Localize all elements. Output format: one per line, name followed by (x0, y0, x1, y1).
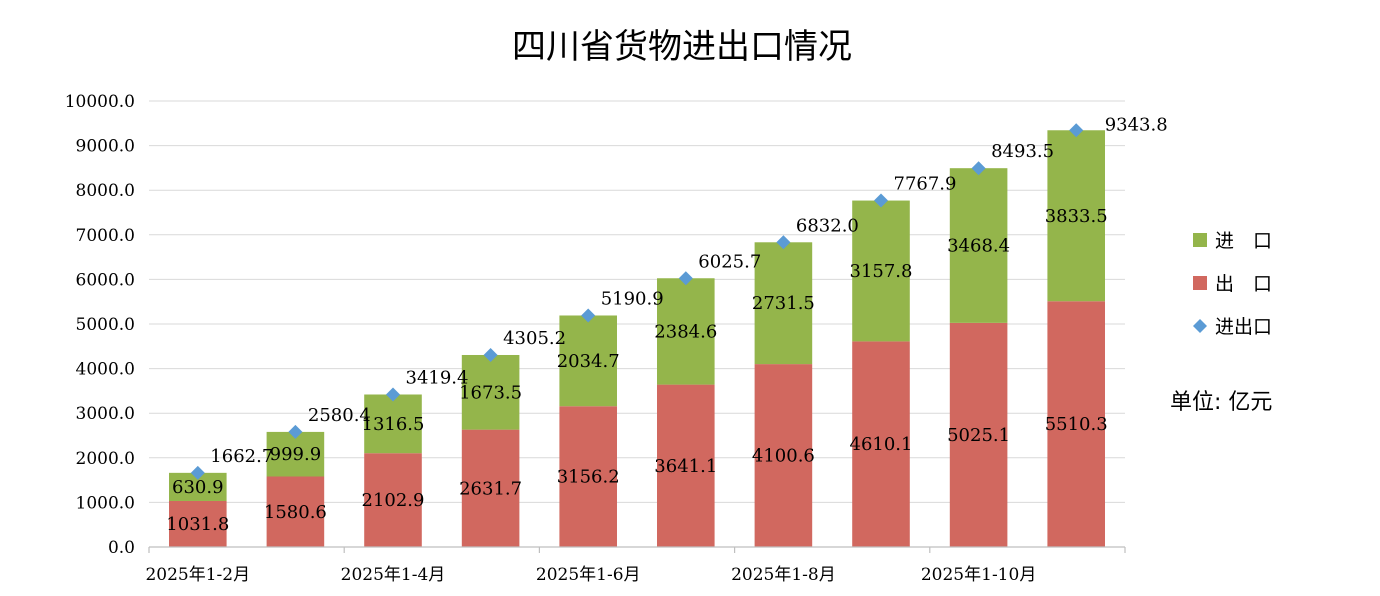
bar-import (754, 242, 813, 365)
marker-total (190, 465, 205, 480)
data-label-total: 2580.4 (308, 405, 371, 426)
data-label-total: 3419.4 (406, 367, 469, 388)
bar-import (364, 394, 422, 454)
marker-total (581, 308, 596, 323)
marker-total (1069, 123, 1084, 138)
legend-label: 出 口 (1215, 273, 1272, 295)
bar-export (169, 500, 227, 547)
marker-total (288, 424, 303, 439)
data-label-import: 2034.7 (557, 351, 620, 372)
bar-export (1047, 301, 1105, 547)
bar-export (754, 364, 813, 547)
bar-import (461, 354, 520, 430)
data-label-total: 1662.7 (210, 446, 273, 467)
marker-total (874, 193, 888, 208)
data-label-import: 3157.8 (850, 261, 913, 282)
y-tick-label: 1000.0 (76, 493, 135, 513)
y-tick-label: 2000.0 (76, 449, 135, 469)
data-label-import: 1316.5 (362, 414, 425, 435)
label-layer: 1031.8 630.9 1580.6 999.9 2102.9 1316.5 2631.7… (166, 114, 1167, 535)
x-tick-label: 2025年1-8月 (731, 565, 836, 585)
x-tick-label: 2025年1-4月 (341, 565, 446, 585)
legend-swatch-import (1193, 233, 1207, 247)
data-label-export: 4100.6 (752, 446, 815, 467)
data-label-total: 4305.2 (503, 328, 566, 349)
y-tick-label: 6000.0 (76, 270, 135, 290)
marker-total (971, 161, 986, 176)
data-label-import: 3468.4 (947, 236, 1010, 257)
x-tick-label: 2025年1-6月 (536, 565, 641, 585)
bar-import (266, 431, 325, 477)
bar-import (949, 168, 1008, 323)
data-label-export: 3156.2 (557, 467, 620, 488)
legend-label: 进 口 (1215, 230, 1272, 252)
y-tick-label: 7000.0 (76, 226, 135, 246)
bar-export (852, 341, 910, 547)
y-tick-label: 3000.0 (76, 404, 135, 424)
bar-export (266, 476, 325, 547)
bar-export (949, 322, 1008, 547)
bar-export (364, 453, 422, 547)
y-tick-label: 9000.0 (76, 137, 135, 157)
data-label-total: 8493.5 (991, 141, 1054, 162)
data-label-import: 2384.6 (654, 321, 717, 342)
data-label-export: 2102.9 (362, 490, 425, 511)
data-label-import: 630.9 (172, 477, 224, 498)
legend-label: 进出口 (1215, 316, 1272, 338)
chart-title: 四川省货物进出口情况 (512, 27, 852, 67)
data-label-total: 6832.0 (796, 215, 859, 236)
data-label-export: 2631.7 (459, 478, 522, 499)
bar-import (852, 200, 910, 342)
y-tick-label: 0.0 (108, 538, 135, 558)
data-label-import: 1673.5 (459, 382, 522, 403)
legend-marker-total (1193, 319, 1207, 333)
data-label-total: 7767.9 (894, 174, 957, 195)
marker-total (776, 235, 791, 250)
y-tick-label: 10000.0 (65, 92, 135, 112)
y-tick-label: 5000.0 (76, 315, 135, 335)
data-label-total: 6025.7 (698, 251, 761, 272)
data-label-export: 1031.8 (166, 514, 229, 535)
y-tick-label: 4000.0 (76, 360, 135, 380)
data-label-export: 4610.1 (850, 434, 913, 455)
marker-total (386, 387, 400, 402)
bar-export (461, 429, 520, 547)
data-label-total: 5190.9 (601, 288, 664, 309)
x-tick-label: 2025年1-10月 (921, 565, 1036, 585)
data-label-export: 3641.1 (654, 456, 717, 477)
bars-layer (169, 130, 1105, 547)
data-label-import: 2731.5 (752, 293, 815, 314)
data-label-total: 9343.8 (1105, 114, 1168, 135)
data-label-export: 5025.1 (947, 425, 1010, 446)
x-tick-label: 2025年1-2月 (145, 565, 250, 585)
marker-total (678, 271, 693, 286)
marker-layer (190, 123, 1084, 480)
bar-export (559, 406, 617, 547)
axis-layer: 0.0 1000.0 2000.0 3000.0 4000.0 5000.0 6000.0 7… (65, 92, 1126, 585)
data-label-import: 3833.5 (1045, 206, 1108, 227)
data-label-import: 999.9 (270, 444, 322, 465)
unit-note: 单位: 亿元 (1170, 390, 1272, 415)
y-tick-label: 8000.0 (76, 181, 135, 201)
bar-import (559, 315, 617, 407)
data-label-export: 1580.6 (264, 502, 327, 523)
bar-import (657, 278, 715, 385)
marker-total (483, 347, 498, 362)
data-label-export: 5510.3 (1045, 414, 1108, 435)
bar-import (1047, 130, 1105, 302)
legend-swatch-export (1193, 276, 1207, 290)
bar-export (657, 384, 715, 547)
